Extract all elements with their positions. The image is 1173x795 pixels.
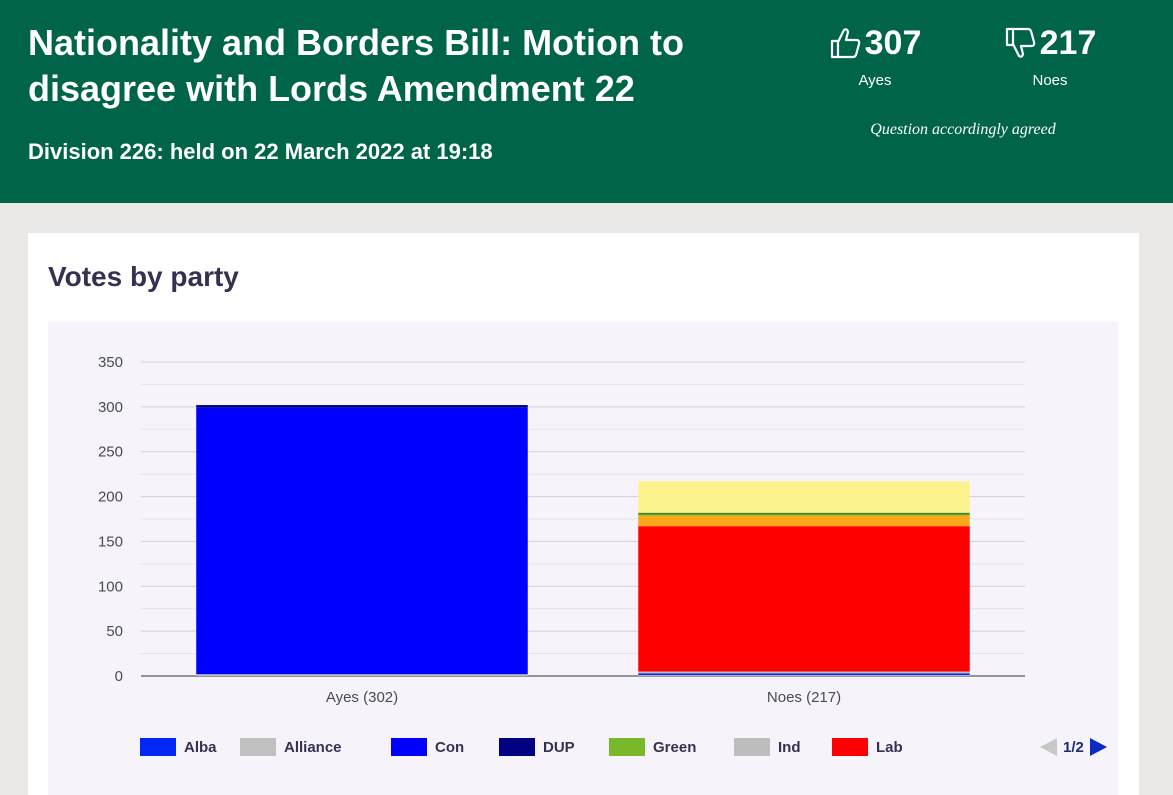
thumbs-up-icon [830, 28, 860, 59]
y-tick-label: 150 [98, 533, 123, 550]
legend-swatch [240, 738, 276, 756]
legend-prev-button[interactable] [1040, 738, 1057, 756]
chart-legend: Alba Alliance Con DUP Green Ind Lab 1/2 [140, 736, 1107, 758]
bar-segment-green [638, 514, 970, 516]
legend-swatch [832, 738, 868, 756]
legend-pager: 1/2 [1040, 736, 1107, 758]
legend-swatch [499, 738, 535, 756]
legend-item-alliance[interactable]: Alliance [240, 736, 342, 758]
y-tick-label: 300 [98, 399, 123, 416]
votes-by-party-card: Votes by party 0 50 100 150 200 250 300 350 Ayes… [28, 233, 1139, 795]
legend-label: Con [435, 738, 465, 756]
legend-swatch [391, 738, 427, 756]
bar-segment-alliance [638, 675, 970, 676]
ayes-label: Ayes [858, 72, 892, 89]
legend-label: Lab [876, 738, 903, 756]
ayes-count: 307 [864, 24, 922, 62]
noes-count: 217 [1039, 24, 1097, 62]
legend-next-button[interactable] [1089, 738, 1107, 756]
page-title: Nationality and Borders Bill: Motion to … [28, 22, 684, 109]
bar-segment-ind [638, 671, 970, 674]
bar-segment-lab [638, 526, 970, 672]
legend-item-green[interactable]: Green [609, 736, 696, 758]
bar-segment-pc [638, 512, 970, 515]
card-title: Votes by party [48, 261, 239, 292]
bar-segment-con [196, 407, 528, 675]
legend-label: DUP [543, 738, 575, 756]
y-tick-label: 100 [98, 578, 123, 595]
y-tick-label: 200 [98, 489, 123, 506]
division-header: Nationality and Borders Bill: Motion to … [0, 0, 1173, 203]
legend-item-dup[interactable]: DUP [499, 736, 575, 758]
legend-swatch [140, 738, 176, 756]
thumbs-down-icon [1005, 27, 1035, 58]
bar-segment-ind [196, 674, 528, 676]
x-tick-label: Noes (217) [767, 689, 841, 706]
division-subtitle: Division 226: held on 22 March 2022 at 1… [28, 139, 493, 164]
bar-segment-ld [638, 515, 970, 527]
legend-swatch [609, 738, 645, 756]
legend-label: Alliance [284, 738, 342, 756]
bar-segment-snp [638, 481, 970, 513]
y-tick-label: 350 [98, 354, 123, 371]
legend-item-ind[interactable]: Ind [734, 736, 801, 758]
ayes-tally: 307 Ayes [805, 24, 945, 89]
legend-item-lab[interactable]: Lab [832, 736, 903, 758]
y-tick-label: 0 [115, 668, 123, 685]
chart-area: 0 50 100 150 200 250 300 350 Ayes (302) Noes (217… [48, 322, 1118, 795]
legend-label: Green [653, 738, 697, 756]
bar-segment-alba [638, 673, 970, 676]
legend-label: Ind [778, 738, 801, 756]
y-tick-label: 50 [106, 623, 123, 640]
legend-page-indicator: 1/2 [1063, 738, 1084, 756]
noes-label: Noes [1032, 72, 1068, 89]
legend-item-alba[interactable]: Alba [140, 736, 217, 758]
legend-item-con[interactable]: Con [391, 736, 464, 758]
legend-swatch [734, 738, 770, 756]
division-outcome: Question accordingly agreed [870, 121, 1056, 138]
x-tick-label: Ayes (302) [326, 689, 398, 706]
y-tick-label: 250 [98, 444, 123, 461]
bar-segment-dup [196, 405, 528, 408]
noes-tally: 217 Noes [980, 24, 1120, 89]
legend-label: Alba [184, 738, 217, 756]
votes-by-party-chart: 0 50 100 150 200 250 300 350 Ayes (302) Noes (217… [98, 354, 1025, 706]
